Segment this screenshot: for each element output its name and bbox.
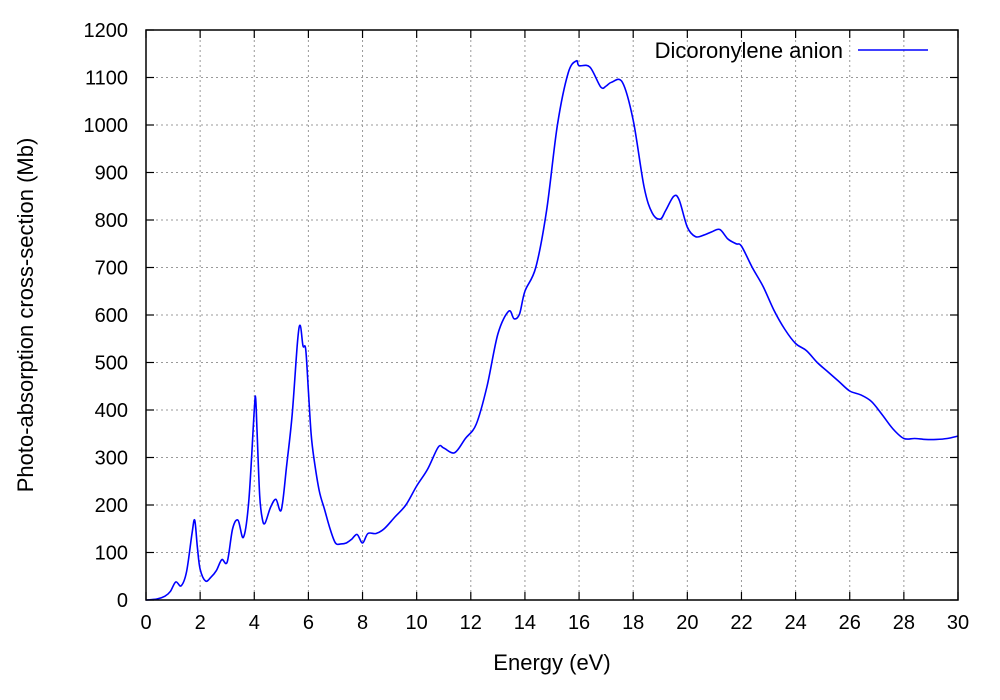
x-tick-label: 2: [195, 612, 206, 634]
x-tick-label: 0: [140, 612, 151, 634]
grid: [146, 30, 958, 600]
x-axis-title: Energy (eV): [493, 650, 610, 675]
y-tick-label: 600: [95, 305, 128, 327]
y-tick-label: 1100: [85, 68, 128, 90]
y-tick-label: 200: [95, 495, 128, 517]
y-tick-label: 1000: [84, 115, 129, 137]
y-tick-label: 400: [95, 400, 128, 422]
legend: Dicoronylene anion: [655, 38, 928, 63]
y-tick-label: 800: [95, 210, 128, 232]
x-tick-label: 20: [676, 612, 698, 634]
series-line-0: [145, 59, 959, 601]
x-tick-label: 26: [839, 612, 861, 634]
x-tick-label: 16: [568, 612, 590, 634]
x-tick-label: 24: [784, 612, 806, 634]
x-tick-label: 10: [406, 612, 428, 634]
y-tick-label: 500: [95, 353, 128, 375]
x-tick-label: 14: [514, 612, 536, 634]
y-axis-title: Photo-absorption cross-section (Mb): [13, 138, 38, 493]
x-tick-label: 8: [357, 612, 368, 634]
x-tick-label: 6: [303, 612, 314, 634]
y-tick-label: 900: [95, 163, 128, 185]
legend-label: Dicoronylene anion: [655, 38, 843, 63]
y-tick-label: 1200: [84, 20, 129, 42]
axis-ticks: [145, 29, 959, 601]
y-tick-label: 300: [95, 448, 128, 470]
x-tick-label: 30: [947, 612, 969, 634]
plot-frame: [145, 29, 959, 601]
tick-labels: 0 2 4 6 8 10 12 14 16 18 20 22 24 26 28 300100200300400…: [84, 20, 970, 634]
x-tick-label: 12: [460, 612, 482, 634]
x-tick-label: 18: [622, 612, 644, 634]
y-tick-label: 700: [95, 258, 128, 280]
x-tick-label: 22: [730, 612, 752, 634]
x-tick-label: 28: [893, 612, 915, 634]
y-tick-label: 100: [95, 543, 128, 565]
y-tick-label: 0: [117, 590, 128, 612]
x-tick-label: 4: [249, 612, 260, 634]
series: [145, 59, 959, 601]
